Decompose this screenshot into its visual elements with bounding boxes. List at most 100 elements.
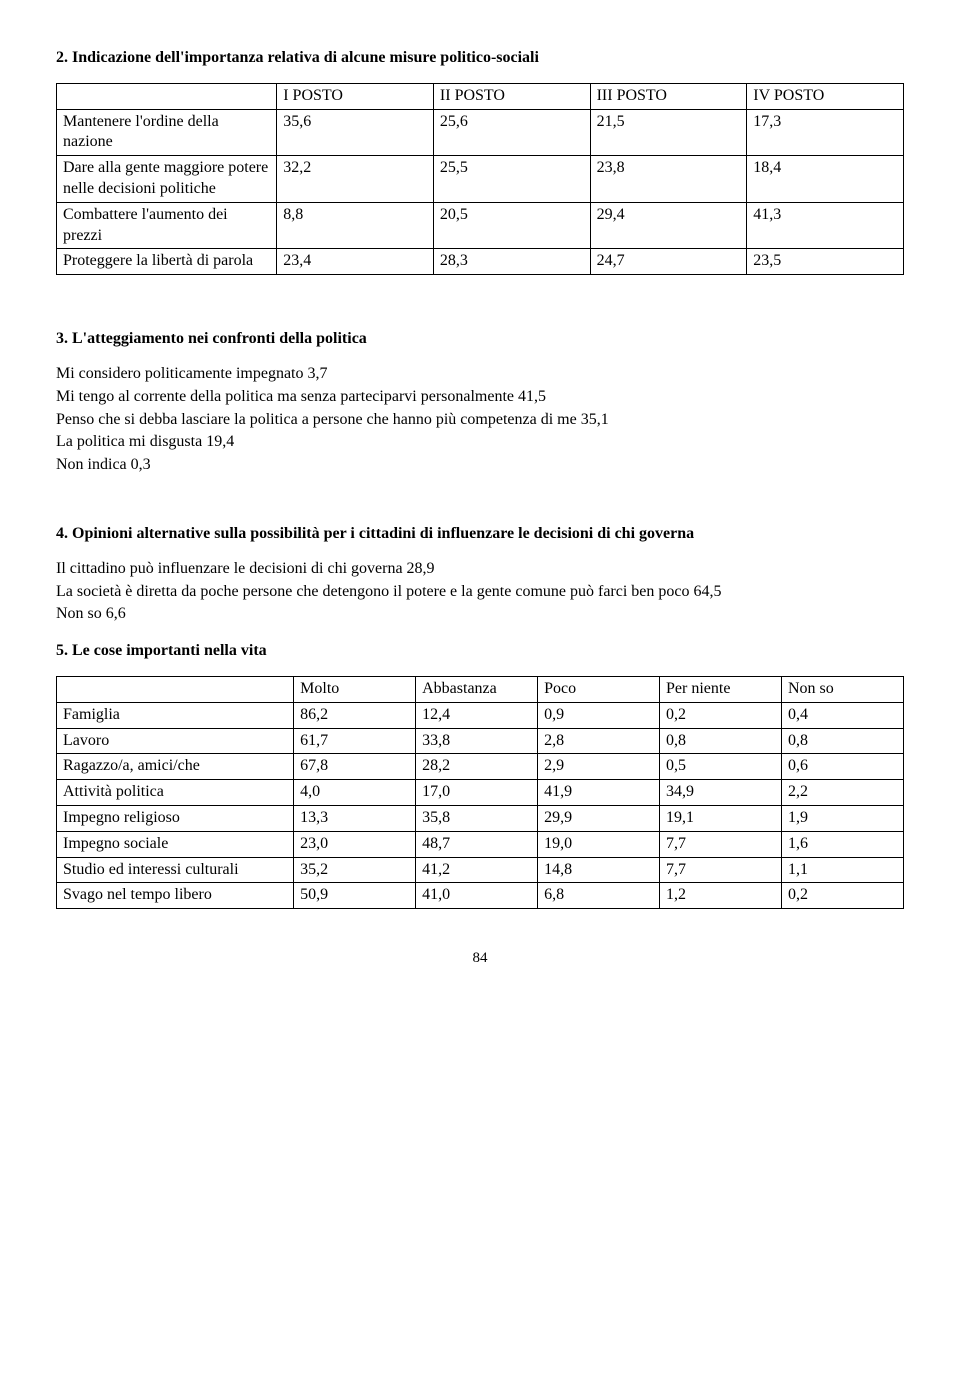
cell: 50,9: [294, 883, 416, 909]
col-header: II POSTO: [433, 83, 590, 109]
text-line: Non so 6,6: [56, 604, 904, 625]
text-line: Penso che si debba lasciare la politica …: [56, 410, 904, 431]
row-label: Svago nel tempo libero: [57, 883, 294, 909]
cell: 19,0: [538, 831, 660, 857]
table-row: Molto Abbastanza Poco Per niente Non so: [57, 676, 904, 702]
text-line: Mi tengo al corrente della politica ma s…: [56, 387, 904, 408]
table-row: I POSTO II POSTO III POSTO IV POSTO: [57, 83, 904, 109]
row-label: Famiglia: [57, 702, 294, 728]
row-label: Attività politica: [57, 780, 294, 806]
cell: 8,8: [277, 202, 434, 249]
section5-title: 5. Le cose importanti nella vita: [56, 641, 904, 662]
cell: 12,4: [416, 702, 538, 728]
table-row: Lavoro 61,7 33,8 2,8 0,8 0,8: [57, 728, 904, 754]
cell: 23,0: [294, 831, 416, 857]
cell: 1,2: [660, 883, 782, 909]
table-row: Impegno religioso 13,3 35,8 29,9 19,1 1,…: [57, 805, 904, 831]
cell: 23,8: [590, 156, 747, 203]
cell: 19,1: [660, 805, 782, 831]
blank-cell: [57, 676, 294, 702]
cell: 41,9: [538, 780, 660, 806]
cell: 41,0: [416, 883, 538, 909]
cell: 35,8: [416, 805, 538, 831]
cell: 28,2: [416, 754, 538, 780]
cell: 7,7: [660, 857, 782, 883]
table-row: Combattere l'aumento dei prezzi 8,8 20,5…: [57, 202, 904, 249]
text-line: Mi considero politicamente impegnato 3,7: [56, 364, 904, 385]
cell: 61,7: [294, 728, 416, 754]
cell: 7,7: [660, 831, 782, 857]
page-number: 84: [56, 949, 904, 969]
section2-title: 2. Indicazione dell'importanza relativa …: [56, 48, 904, 69]
cell: 0,8: [660, 728, 782, 754]
cell: 2,2: [781, 780, 903, 806]
row-label: Studio ed interessi culturali: [57, 857, 294, 883]
col-header: Molto: [294, 676, 416, 702]
section4-title: 4. Opinioni alternative sulla possibilit…: [56, 524, 904, 545]
table-section5: Molto Abbastanza Poco Per niente Non so …: [56, 676, 904, 909]
row-label: Combattere l'aumento dei prezzi: [57, 202, 277, 249]
cell: 33,8: [416, 728, 538, 754]
cell: 0,8: [781, 728, 903, 754]
col-header: IV POSTO: [747, 83, 904, 109]
cell: 41,3: [747, 202, 904, 249]
cell: 2,9: [538, 754, 660, 780]
row-label: Mantenere l'ordine della nazione: [57, 109, 277, 156]
cell: 17,3: [747, 109, 904, 156]
cell: 0,6: [781, 754, 903, 780]
table-row: Proteggere la libertà di parola 23,4 28,…: [57, 249, 904, 275]
row-label: Impegno sociale: [57, 831, 294, 857]
cell: 4,0: [294, 780, 416, 806]
cell: 0,5: [660, 754, 782, 780]
cell: 14,8: [538, 857, 660, 883]
row-label: Ragazzo/a, amici/che: [57, 754, 294, 780]
cell: 1,1: [781, 857, 903, 883]
cell: 25,6: [433, 109, 590, 156]
col-header: I POSTO: [277, 83, 434, 109]
cell: 21,5: [590, 109, 747, 156]
cell: 18,4: [747, 156, 904, 203]
cell: 0,9: [538, 702, 660, 728]
cell: 23,5: [747, 249, 904, 275]
col-header: Per niente: [660, 676, 782, 702]
table-row: Mantenere l'ordine della nazione 35,6 25…: [57, 109, 904, 156]
cell: 23,4: [277, 249, 434, 275]
cell: 13,3: [294, 805, 416, 831]
cell: 28,3: [433, 249, 590, 275]
cell: 20,5: [433, 202, 590, 249]
cell: 0,2: [660, 702, 782, 728]
text-line: Non indica 0,3: [56, 455, 904, 476]
cell: 35,6: [277, 109, 434, 156]
cell: 34,9: [660, 780, 782, 806]
blank-cell: [57, 83, 277, 109]
text-line: La politica mi disgusta 19,4: [56, 432, 904, 453]
table-section2: I POSTO II POSTO III POSTO IV POSTO Mant…: [56, 83, 904, 275]
table-row: Attività politica 4,0 17,0 41,9 34,9 2,2: [57, 780, 904, 806]
row-label: Dare alla gente maggiore potere nelle de…: [57, 156, 277, 203]
cell: 17,0: [416, 780, 538, 806]
row-label: Lavoro: [57, 728, 294, 754]
cell: 29,9: [538, 805, 660, 831]
col-header: Abbastanza: [416, 676, 538, 702]
row-label: Proteggere la libertà di parola: [57, 249, 277, 275]
table-row: Famiglia 86,2 12,4 0,9 0,2 0,4: [57, 702, 904, 728]
cell: 41,2: [416, 857, 538, 883]
row-label: Impegno religioso: [57, 805, 294, 831]
col-header: Poco: [538, 676, 660, 702]
cell: 86,2: [294, 702, 416, 728]
cell: 6,8: [538, 883, 660, 909]
table-row: Dare alla gente maggiore potere nelle de…: [57, 156, 904, 203]
table-row: Impegno sociale 23,0 48,7 19,0 7,7 1,6: [57, 831, 904, 857]
cell: 2,8: [538, 728, 660, 754]
text-line: La società è diretta da poche persone ch…: [56, 582, 904, 603]
cell: 1,9: [781, 805, 903, 831]
table-row: Ragazzo/a, amici/che 67,8 28,2 2,9 0,5 0…: [57, 754, 904, 780]
cell: 1,6: [781, 831, 903, 857]
cell: 24,7: [590, 249, 747, 275]
text-line: Il cittadino può influenzare le decision…: [56, 559, 904, 580]
cell: 25,5: [433, 156, 590, 203]
section3-title: 3. L'atteggiamento nei confronti della p…: [56, 329, 904, 350]
cell: 32,2: [277, 156, 434, 203]
cell: 67,8: [294, 754, 416, 780]
cell: 0,4: [781, 702, 903, 728]
